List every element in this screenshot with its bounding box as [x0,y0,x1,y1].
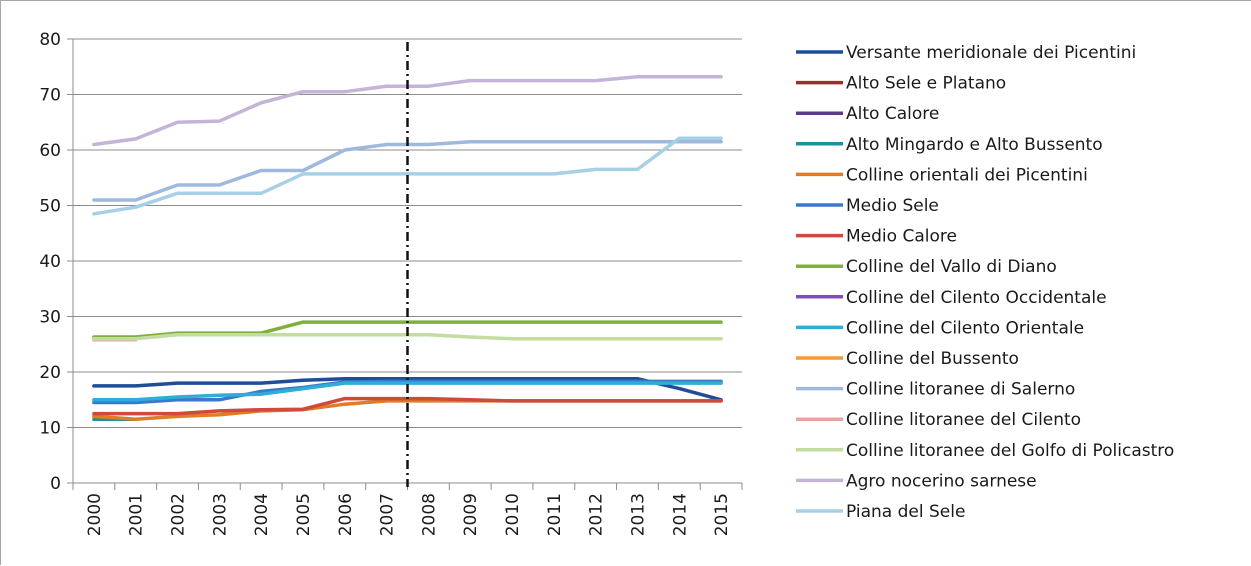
x-tick-label: 2004 [252,493,272,536]
series-line [92,136,723,216]
y-tick-label: 0 [50,474,61,494]
x-tick-label: 2006 [336,493,356,536]
y-tick-label: 40 [39,252,61,272]
x-tick-label: 2001 [127,493,147,536]
x-tick-label: 2013 [628,493,648,536]
legend-label: Agro nocerino sarnese [846,471,1037,491]
x-tick-label: 2012 [587,493,607,536]
legend-label: Colline del Cilento Orientale [846,318,1084,338]
legend-label: Colline litoranee del Golfo di Policastr… [846,441,1174,461]
y-tick-label: 80 [39,30,61,50]
legend-label: Colline del Vallo di Diano [846,257,1057,277]
x-tick-label: 2011 [545,493,565,536]
y-tick-label: 20 [39,363,61,383]
y-tick-label: 50 [39,197,61,217]
x-tick-label: 2002 [169,493,189,536]
legend-label: Medio Sele [846,196,939,216]
series-line [92,381,723,402]
y-tick-label: 30 [39,308,61,328]
legend-label: Colline litoranee del Cilento [846,410,1081,430]
legend-label: Piana del Sele [846,502,965,522]
x-tick-label: 2015 [712,493,732,536]
legend-label: Colline litoranee di Salerno [846,380,1075,400]
legend-label: Colline orientali dei Picentini [846,165,1088,185]
legend-label: Medio Calore [846,227,957,247]
legend: Versante meridionale dei Picentini Alto S… [796,43,1174,522]
x-tick-label: 2003 [210,493,230,536]
x-tick-label: 2008 [419,493,439,536]
x-tick-label: 2005 [294,493,314,536]
y-tick-label: 60 [39,141,61,161]
legend-label: Colline del Cilento Occidentale [846,288,1107,308]
legend-label: Alto Mingardo e Alto Bussento [846,135,1103,155]
axes: 0 10 20 30 40 50 60 70 80 2000 2001 2002 2003 2004 200… [39,30,743,536]
x-tick-label: 2009 [461,493,481,536]
y-tick-label: 70 [39,86,61,106]
legend-label: Alto Sele e Platano [846,74,1006,94]
x-tick-label: 2000 [85,493,105,536]
legend-label: Colline del Bussento [846,349,1019,369]
legend-label: Versante meridionale dei Picentini [846,43,1136,63]
y-tick-label: 10 [39,419,61,439]
legend-label: Alto Calore [846,104,939,124]
x-tick-label: 2007 [378,493,398,536]
x-tick-label: 2010 [503,493,523,536]
x-tick-label: 2014 [670,493,690,536]
